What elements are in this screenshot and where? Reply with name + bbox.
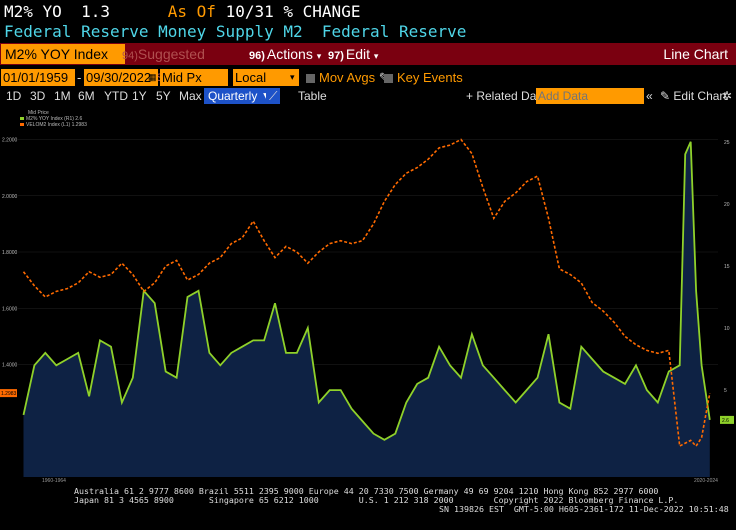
- right-axis-tick-label: 20: [724, 202, 730, 208]
- chart-legend: Mid Price M2% YOY Index (R1) 2.6 VELOM2 …: [20, 110, 87, 128]
- actions-menu[interactable]: 96) Actions ▾: [249, 44, 325, 64]
- end-date-field[interactable]: 09/30/2022: [84, 69, 158, 86]
- edit-menu[interactable]: 97) Edit ▾: [328, 44, 380, 64]
- left-axis-tick-label: 2.2000: [2, 138, 18, 144]
- gear-icon[interactable]: ✲: [722, 89, 733, 103]
- checkbox-icon: [306, 74, 315, 84]
- calendar-icon[interactable]: ▦: [148, 72, 157, 82]
- left-axis-tick-label: 1.4000: [2, 363, 18, 369]
- footer-session-line: SN 139826 EST GMT-5:00 H605-2361-172 11-…: [439, 504, 729, 514]
- legend-swatch-m2: [20, 117, 24, 120]
- m2-area: [23, 141, 710, 478]
- currency-select[interactable]: Local CCY: [233, 69, 299, 102]
- chart-type-label: Line Chart: [663, 46, 728, 62]
- table-button[interactable]: Table: [298, 89, 327, 103]
- unit-label: % CHANGE: [283, 2, 361, 21]
- suggested-num: 94): [122, 50, 138, 62]
- ticker: M2% YO: [4, 2, 62, 21]
- key-events-toggle[interactable]: Key Events: [384, 69, 463, 86]
- left-current-marker: [0, 389, 17, 398]
- pencil-icon: ✎: [660, 89, 671, 103]
- start-date-field[interactable]: 01/01/1959: [1, 69, 75, 86]
- x-axis-label: 2020-2024: [694, 478, 718, 484]
- add-data-input[interactable]: [536, 88, 644, 104]
- range-toolbar: 1D 3D 1M 6M YTD 1Y 5Y Max Quarterly ▼ ⟋ …: [0, 87, 736, 105]
- period-label: Quarterly: [208, 89, 258, 103]
- left-axis-tick-label: 2.0000: [2, 194, 18, 200]
- security-description: Federal Reserve Money Supply M2: [4, 22, 303, 41]
- collapse-icon[interactable]: «: [646, 89, 653, 103]
- security-header: M2% YO 1.3 As Of 10/31 % CHANGE: [4, 2, 360, 21]
- right-current-marker: [720, 415, 734, 424]
- range-1y[interactable]: 1Y: [132, 89, 147, 103]
- right-current-label: 2.6: [722, 418, 729, 424]
- x-axis-label: 1960-1964: [42, 478, 66, 484]
- m2-yoy-line: [22, 141, 711, 441]
- range-3d[interactable]: 3D: [30, 89, 46, 103]
- range-max[interactable]: Max: [179, 89, 202, 103]
- velocity-line: [22, 138, 711, 448]
- last-value: 1.3: [81, 2, 110, 21]
- related-data-button[interactable]: + Related Dat: [466, 89, 540, 103]
- dropdown-arrow-icon: ▾: [373, 51, 379, 61]
- security-input[interactable]: M2% YOY Index: [1, 44, 125, 64]
- range-5y[interactable]: 5Y: [156, 89, 171, 103]
- range-1m[interactable]: 1M: [54, 89, 71, 103]
- legend-title: Mid Price: [28, 110, 49, 116]
- mov-avgs-toggle[interactable]: Mov Avgs ✎: [306, 69, 390, 86]
- key-events-label: Key Events: [397, 70, 463, 85]
- line-chart[interactable]: Mid Price M2% YOY Index (R1) 2.6 VELOM2 …: [0, 107, 736, 487]
- edit-num: 97): [328, 50, 344, 62]
- dropdown-arrow-icon[interactable]: ▾: [290, 72, 295, 82]
- legend-entry-m2: M2% YOY Index (R1) 2.6: [26, 116, 82, 122]
- as-of-date: 10/31: [225, 2, 274, 21]
- edit-chart-button[interactable]: ✎ Edit Chart: [660, 88, 727, 104]
- footer-copyright-line: Japan 81 3 4565 8900 Singapore 65 6212 1…: [74, 495, 679, 505]
- range-1d[interactable]: 1D: [6, 89, 22, 103]
- edit-label: Edit: [345, 46, 371, 62]
- right-axis-tick-label: 5: [724, 388, 727, 394]
- legend-swatch-velocity: [20, 123, 24, 126]
- actions-label: Actions: [266, 46, 313, 62]
- description-line: Federal Reserve Money Supply M2 Federal …: [4, 22, 466, 41]
- main-toolbar: M2% YOY Index 94)Suggested Charts 96)Act…: [0, 43, 736, 84]
- actions-num: 96): [249, 50, 265, 62]
- date-toolbar: 01/01/1959 - 09/30/2022 ▦ Mid Px Local C…: [0, 68, 736, 102]
- left-axis-tick-label: 1.6000: [2, 306, 18, 312]
- left-current-label: 1.2983: [1, 391, 17, 397]
- footer-phones-line: Australia 61 2 9777 8600 Brazil 5511 239…: [74, 486, 659, 496]
- mov-avgs-label: Mov Avgs: [319, 70, 376, 85]
- left-axis-tick-label: 1.8000: [2, 250, 18, 256]
- right-axis-tick-label: 15: [724, 264, 730, 270]
- range-ytd[interactable]: YTD: [104, 89, 128, 103]
- range-6m[interactable]: 6M: [78, 89, 95, 103]
- bloomberg-footer: Australia 61 2 9777 8600 Brazil 5511 239…: [0, 486, 736, 530]
- dropdown-arrow-icon: ▾: [316, 51, 322, 61]
- right-axis-tick-label: 25: [724, 140, 730, 146]
- field-select[interactable]: Mid Px: [160, 69, 228, 86]
- suggested-charts-button[interactable]: 94)Suggested Charts: [122, 44, 242, 84]
- date-separator: -: [77, 70, 82, 85]
- legend-entry-velocity: VELOM2 Index (L1) 1.2983: [26, 122, 87, 128]
- security-source: Federal Reserve: [321, 22, 467, 41]
- right-axis-tick-label: 10: [724, 326, 730, 332]
- checkbox-icon: [384, 74, 393, 84]
- line-chart-icon[interactable]: ⟋: [266, 88, 281, 104]
- as-of-label: As Of: [167, 2, 216, 21]
- edit-chart-label: Edit Chart: [673, 89, 727, 103]
